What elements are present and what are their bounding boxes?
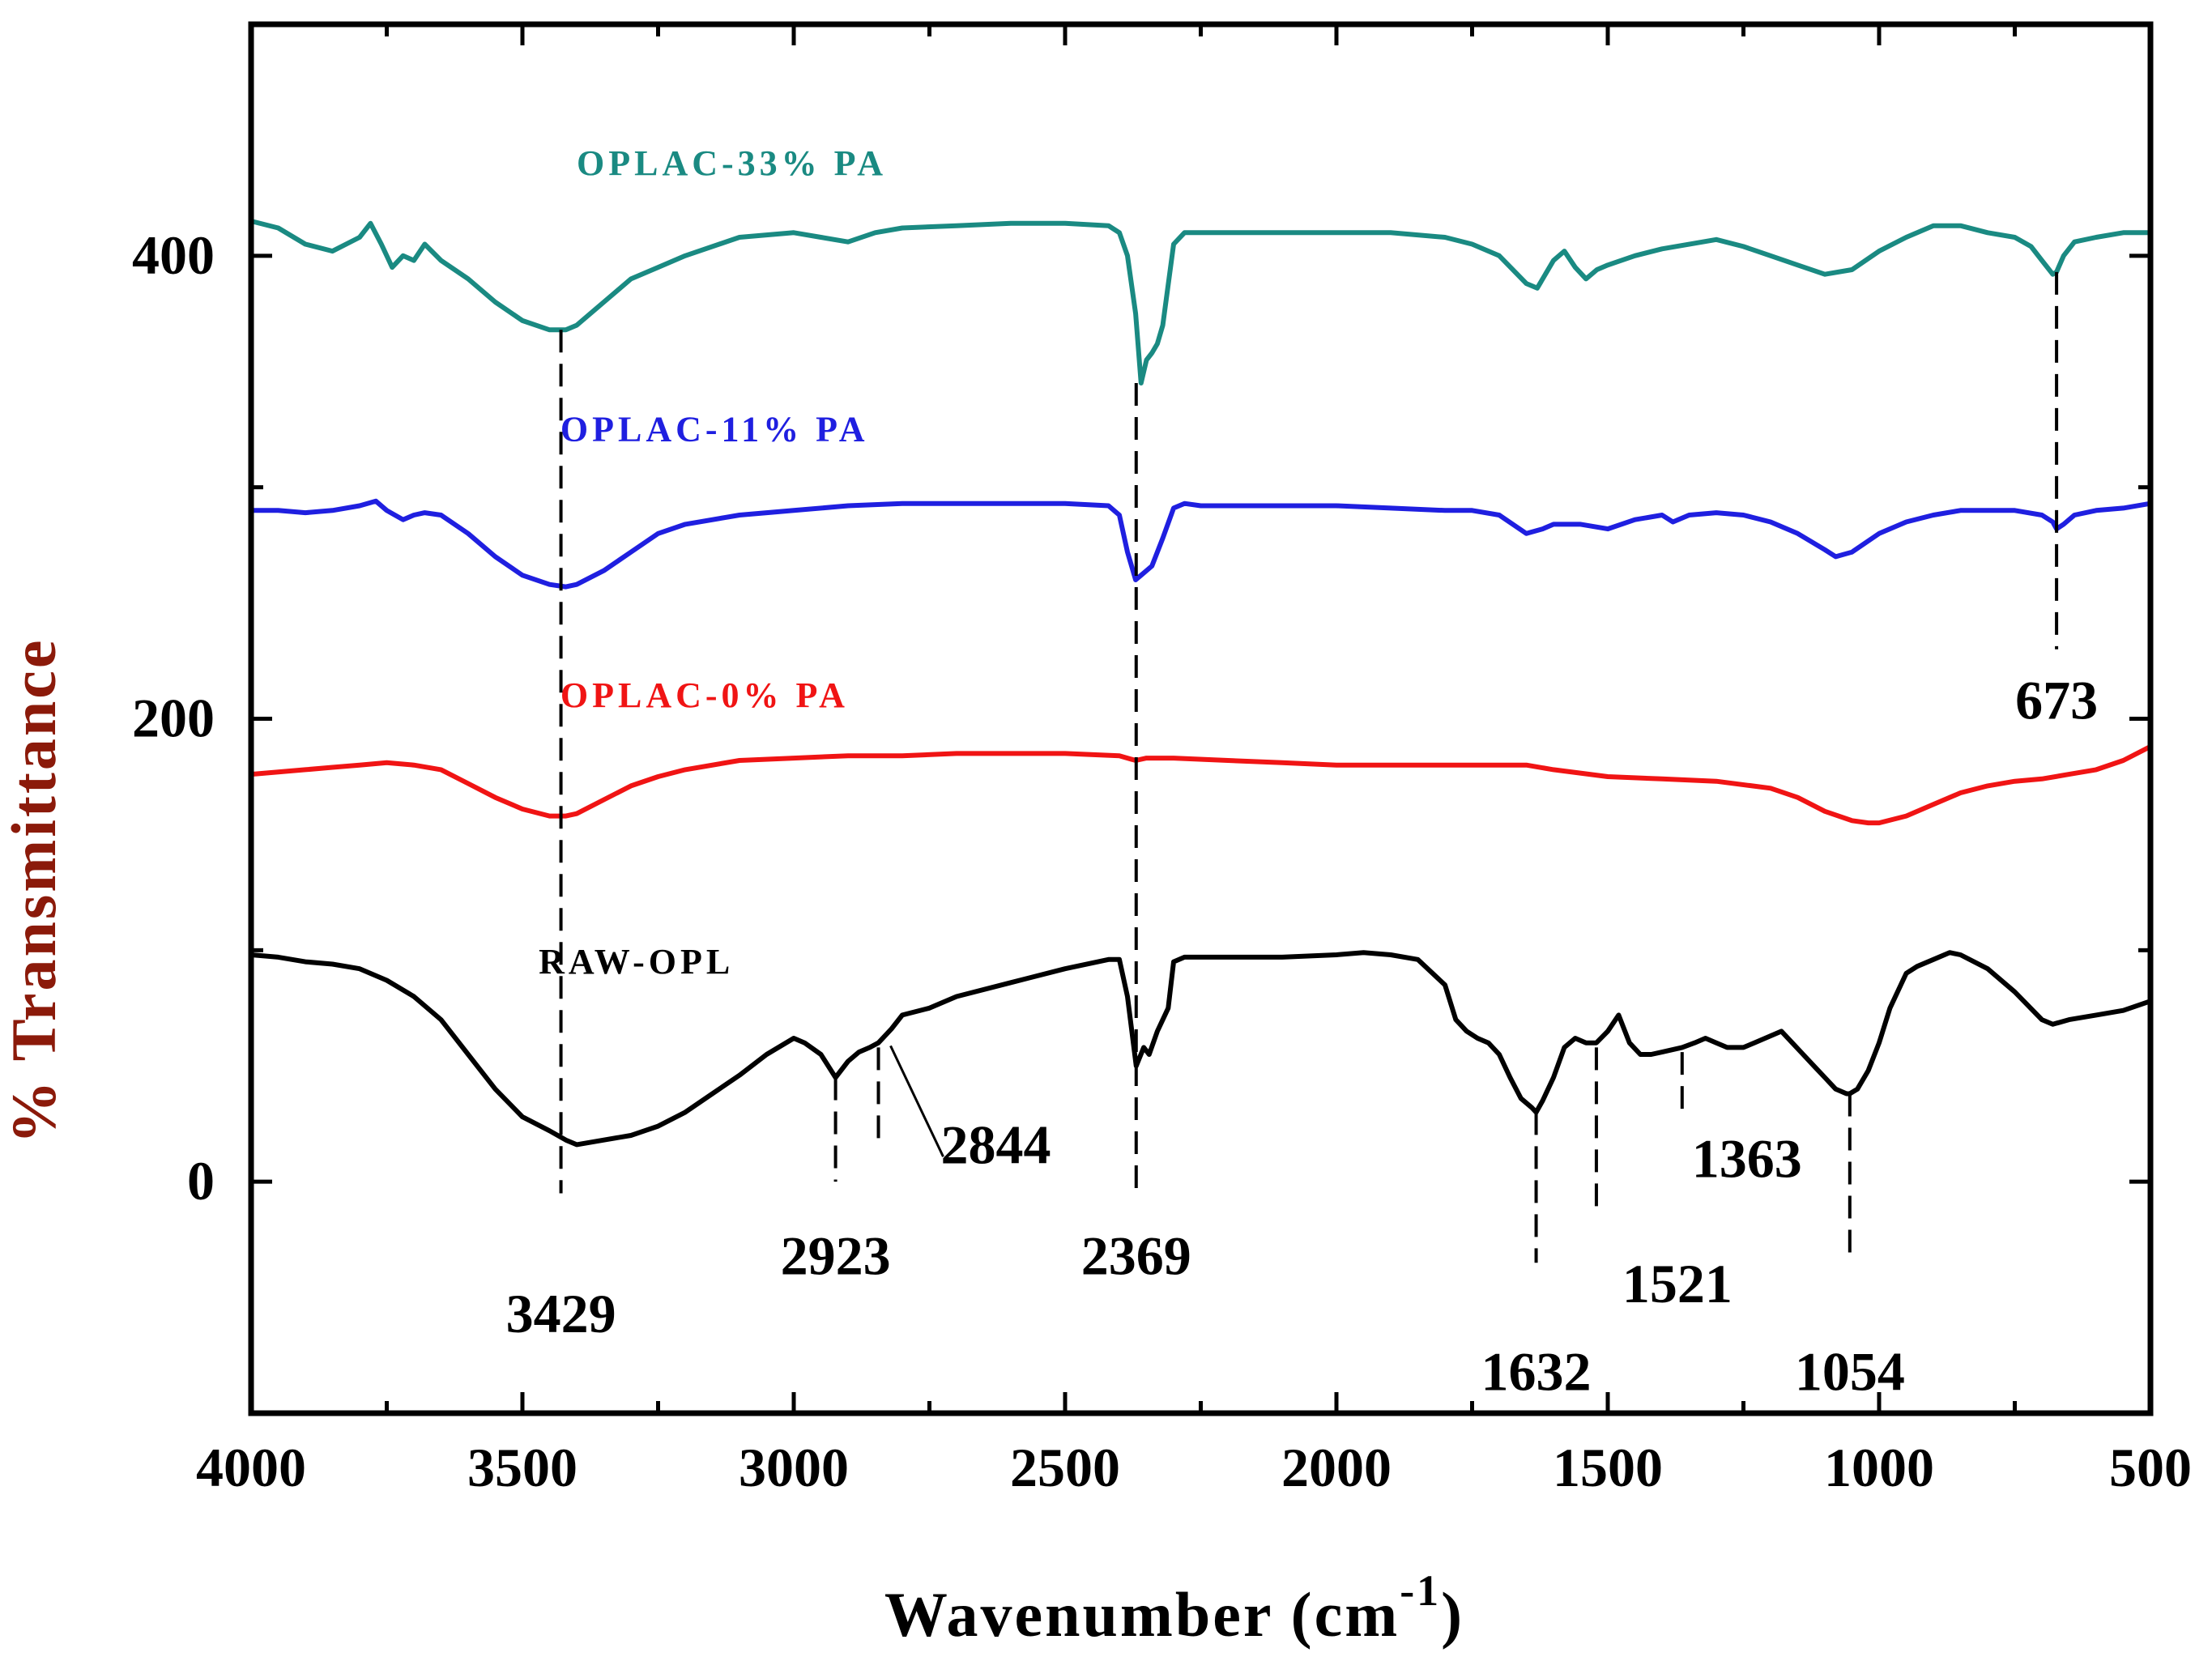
series-label-2: OPLAC-0% PA [560,675,849,715]
series-line-1 [251,498,2151,590]
y-axis-title: % Transmittance [0,638,69,1144]
x-tick-label: 2000 [1281,1437,1392,1498]
y-tick-label: 400 [132,224,215,286]
peak-annotations: 3429 2923 2844 2369 1632 1521 1363 1054 673 [506,271,2098,1402]
x-tick-label: 500 [2109,1437,2192,1498]
x-tick-label: 3000 [739,1437,849,1498]
plot-area [250,219,2152,1148]
peak-label-2923: 2923 [781,1225,891,1287]
peak-leader-2844 [889,1045,944,1157]
series-label-3: RAW-OPL [539,942,734,982]
x-tick-label: 2500 [1010,1437,1120,1498]
axes: 4000 3500 3000 2500 2000 1500 1000 500 0 200 400 [132,21,2192,1498]
peak-label-3429: 3429 [506,1283,616,1344]
peak-label-1521: 1521 [1622,1253,1733,1314]
x-axis-title: Wavenumber (cm-1) [884,1566,1464,1650]
y-tick-label: 200 [132,688,215,749]
series-label-1: OPLAC-11% PA [560,410,869,449]
series-labels: OPLAC-33% PA OPLAC-11% PA OPLAC-0% PA RAW-O… [539,143,887,982]
x-tick-label: 4000 [196,1437,306,1498]
x-tick-label: 3500 [467,1437,578,1498]
series-label-0: OPLAC-33% PA [577,143,887,183]
series-line-3 [250,950,2151,1148]
peak-label-673: 673 [2015,670,2098,731]
series-line-2 [250,744,2152,826]
peak-label-1632: 1632 [1481,1340,1592,1402]
x-tick-label: 1500 [1553,1437,1663,1498]
y-tick-label: 0 [187,1150,215,1212]
series-line-0 [250,219,2150,385]
peak-label-2369: 2369 [1081,1225,1191,1287]
x-tick-label: 1000 [1824,1437,1934,1498]
peak-label-1363: 1363 [1692,1127,1802,1189]
peak-label-2844: 2844 [941,1114,1051,1175]
peak-label-1054: 1054 [1795,1340,1905,1402]
